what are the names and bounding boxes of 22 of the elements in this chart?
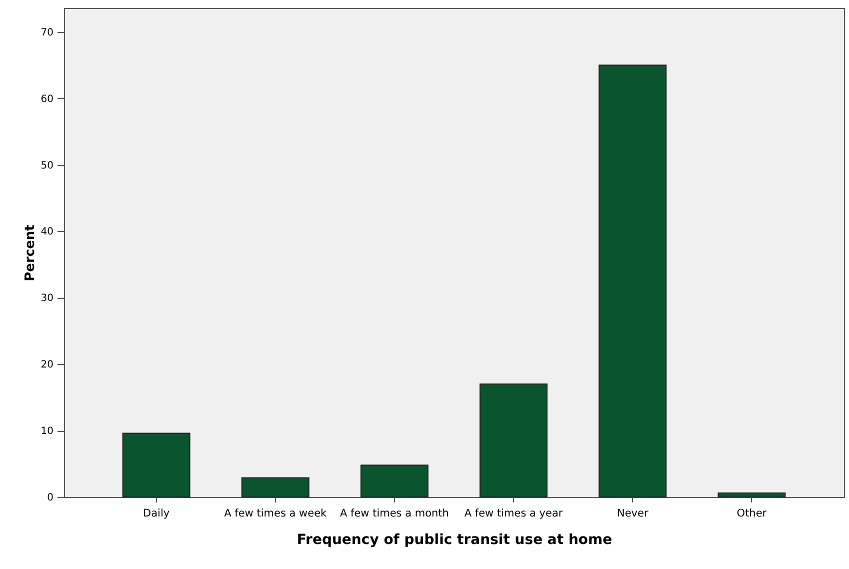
x-tick-label: Never (616, 508, 649, 520)
y-tick-label: 30 (40, 293, 54, 304)
x-tick-label: A few times a week (224, 508, 328, 520)
y-tick-label: 40 (40, 226, 54, 238)
y-tick-label: 50 (40, 160, 54, 172)
x-tick-label: Daily (143, 508, 170, 520)
y-tick-label: 10 (40, 426, 54, 438)
x-tick-label: A few times a month (340, 508, 449, 520)
y-tick-label: 20 (40, 360, 54, 371)
y-tick-label: 0 (47, 492, 54, 504)
bar (598, 64, 667, 498)
bar (480, 384, 548, 498)
y-axis-title: Percent (22, 224, 38, 282)
y-tick-label: 60 (40, 94, 54, 105)
bar (718, 492, 786, 498)
bar (122, 432, 190, 498)
bar (360, 464, 428, 498)
y-tick-label: 70 (40, 27, 54, 38)
x-tick-label: Other (736, 508, 768, 520)
x-axis-title: Frequency of public transit use at home (296, 532, 612, 548)
x-tick-label: A few times a year (464, 508, 564, 520)
bar (241, 477, 310, 498)
